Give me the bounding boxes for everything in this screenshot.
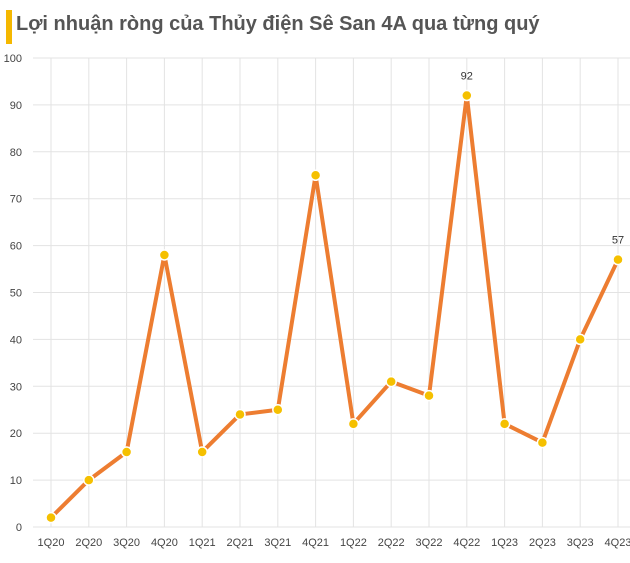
- data-point: [196, 446, 208, 458]
- series-line: [49, 93, 620, 520]
- data-point: [158, 249, 171, 261]
- data-point: [309, 169, 322, 181]
- data-labels: 92 57: [461, 71, 624, 247]
- chart-title: Lợi nhuận ròng của Thủy điện Sê San 4A q…: [16, 13, 540, 35]
- data-point: [234, 408, 246, 421]
- series-layer: [45, 89, 624, 524]
- x-tick-label: 2Q23: [529, 537, 556, 549]
- data-point: [574, 333, 586, 346]
- y-tick-label: 60: [10, 241, 22, 253]
- y-tick-label: 80: [10, 147, 22, 159]
- data-point: [347, 418, 360, 430]
- data-point: [45, 511, 57, 524]
- y-tick-label: 70: [10, 194, 22, 206]
- x-tick-label: 4Q22: [453, 537, 480, 549]
- data-point: [423, 389, 435, 402]
- y-tick-label: 50: [10, 288, 22, 300]
- y-tick-label: 40: [10, 334, 22, 346]
- y-tick-label: 0: [16, 522, 22, 534]
- y-tick-label: 90: [10, 100, 22, 112]
- x-tick-label: 1Q22: [340, 537, 367, 549]
- data-point: [385, 375, 397, 388]
- data-point: [461, 89, 473, 102]
- y-tick-label: 10: [10, 475, 22, 487]
- x-tick-label: 3Q20: [113, 537, 140, 549]
- data-point: [83, 474, 95, 486]
- y-tick-label: 20: [10, 428, 22, 440]
- data-point: [120, 446, 133, 458]
- x-tick-label: 1Q23: [491, 537, 518, 549]
- x-tick-label: 1Q20: [38, 537, 65, 549]
- x-axis: 1Q20 2Q20 3Q20 4Q20 1Q21 2Q21 3Q21 4Q21 1Q22 2Q22…: [38, 537, 630, 549]
- title-accent-bar: [6, 10, 12, 44]
- y-tick-label: 30: [10, 381, 22, 393]
- x-tick-label: 4Q20: [151, 537, 178, 549]
- x-tick-label: 3Q22: [416, 537, 443, 549]
- x-tick-label: 3Q23: [567, 537, 594, 549]
- x-tick-label: 1Q21: [189, 537, 216, 549]
- x-tick-label: 2Q20: [75, 537, 102, 549]
- x-tick-label: 2Q21: [227, 537, 254, 549]
- data-point: [498, 418, 511, 430]
- gridlines: [33, 57, 630, 528]
- y-axis: 0 10 20 30 40 50 60 70 80 90 100: [4, 53, 22, 534]
- data-point: [612, 253, 624, 266]
- data-label: 92: [461, 71, 473, 83]
- data-point: [272, 404, 284, 416]
- x-tick-label: 2Q22: [378, 537, 405, 549]
- x-tick-label: 4Q21: [302, 537, 329, 549]
- x-tick-label: 4Q23: [605, 537, 630, 549]
- x-tick-label: 3Q21: [264, 537, 291, 549]
- data-point: [536, 436, 549, 449]
- data-label: 57: [612, 235, 624, 247]
- y-tick-label: 100: [4, 53, 22, 65]
